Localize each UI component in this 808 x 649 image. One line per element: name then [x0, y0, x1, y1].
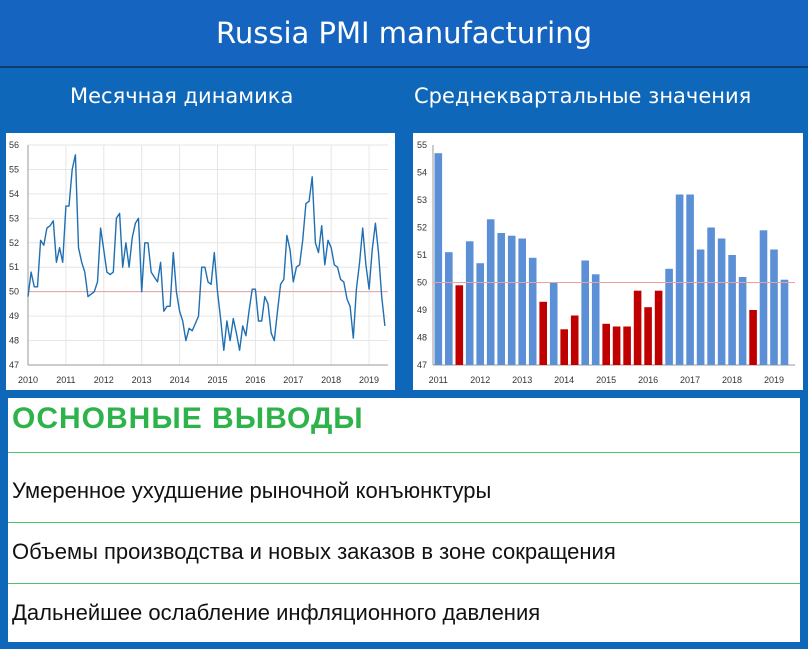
- x-tick-label: 2018: [321, 375, 341, 385]
- x-tick-label: 2018: [722, 375, 742, 385]
- bar: [507, 235, 516, 365]
- bar: [759, 230, 768, 365]
- x-tick-label: 2011: [429, 375, 448, 385]
- bar: [602, 323, 610, 366]
- monthly-line-chart: 47 48 49 50 51 52 53 54 55 56 2010 2011 2012 2013 2014…: [9, 140, 388, 385]
- conclusion-item: Умеренное ухудшение рыночной конъюнктуры: [12, 478, 492, 503]
- y-tick-label: 48: [9, 336, 19, 346]
- y-tick-label: 55: [417, 140, 427, 150]
- quarterly-chart-panel: 47 48 49 50 51 52 53 54 55 2011 2012 2013 2014 2015 20…: [413, 133, 803, 390]
- conclusion-item: Дальнейшее ослабление инфляционного давл…: [12, 600, 541, 625]
- divider: [8, 583, 800, 584]
- bar: [528, 257, 537, 365]
- bar: [665, 268, 673, 366]
- conclusions-panel: ОСНОВНЫЕ ВЫВОДЫ Умеренное ухудшение рыно…: [8, 398, 800, 642]
- bar: [486, 219, 495, 365]
- y-tick-label: 54: [417, 168, 427, 178]
- y-tick-label: 47: [9, 360, 19, 370]
- bar: [780, 279, 789, 365]
- chart-title: Russia PMI manufacturing: [0, 0, 808, 66]
- x-tick-label: 2014: [170, 375, 190, 385]
- bar: [518, 238, 526, 365]
- x-tick-label: 2011: [56, 375, 75, 385]
- bar: [591, 274, 600, 365]
- series-line: [27, 154, 386, 352]
- x-tick-label: 2014: [554, 375, 574, 385]
- bar: [570, 315, 579, 365]
- y-tick-label: 50: [9, 287, 19, 297]
- bar: [623, 326, 631, 365]
- y-tick-label: 53: [9, 213, 19, 223]
- bar: [476, 263, 484, 365]
- x-tick-label: 2019: [359, 375, 379, 385]
- bar: [581, 260, 589, 365]
- x-tick-label: 2019: [764, 375, 784, 385]
- bar: [465, 241, 474, 366]
- y-tick-label: 50: [417, 278, 427, 288]
- bar: [633, 290, 642, 365]
- x-tick-label: 2012: [94, 375, 114, 385]
- bar: [644, 307, 652, 365]
- y-tick-label: 51: [417, 250, 427, 260]
- bar: [749, 310, 757, 365]
- bar: [497, 233, 505, 365]
- bar: [717, 238, 726, 365]
- monthly-chart-panel: 47 48 49 50 51 52 53 54 55 56 2010 2011 2012 2013 2014…: [6, 133, 395, 390]
- bar: [549, 282, 558, 365]
- divider: [8, 452, 800, 453]
- y-tick-label: 47: [417, 360, 427, 370]
- y-tick-label: 54: [9, 189, 19, 199]
- quarterly-bar-chart: 47 48 49 50 51 52 53 54 55 2011 2012 2013 2014 2015 20…: [417, 140, 795, 385]
- title-divider: [0, 66, 808, 68]
- y-tick-label: 48: [417, 333, 427, 343]
- bar: [560, 329, 568, 365]
- x-tick-label: 2013: [512, 375, 532, 385]
- bar: [675, 194, 684, 365]
- bar: [707, 227, 715, 365]
- bar: [686, 194, 694, 365]
- bar: [539, 301, 547, 365]
- divider: [8, 522, 800, 523]
- x-tick-label: 2012: [470, 375, 490, 385]
- y-tick-label: 56: [9, 140, 19, 150]
- x-tick-label: 2017: [680, 375, 700, 385]
- x-tick-label: 2016: [245, 375, 265, 385]
- x-tick-label: 2016: [638, 375, 658, 385]
- y-tick-label: 53: [417, 195, 427, 205]
- bar: [728, 255, 736, 365]
- bar: [738, 277, 747, 365]
- y-tick-label: 55: [9, 164, 19, 174]
- bar: [445, 252, 453, 365]
- x-tick-label: 2017: [283, 375, 303, 385]
- subtitle-quarterly: Среднеквартальные значения: [414, 84, 752, 108]
- y-tick-label: 52: [9, 238, 19, 248]
- conclusion-item: Объемы производства и новых заказов в зо…: [12, 539, 616, 564]
- y-tick-label: 49: [9, 311, 19, 321]
- y-tick-label: 49: [417, 305, 427, 315]
- bar: [434, 153, 443, 365]
- x-tick-label: 2015: [207, 375, 227, 385]
- x-tick-label: 2013: [132, 375, 152, 385]
- bar: [455, 285, 464, 365]
- y-tick-label: 51: [9, 262, 19, 272]
- x-tick-label: 2010: [18, 375, 38, 385]
- bar: [770, 249, 778, 365]
- bar: [612, 326, 621, 365]
- y-tick-label: 52: [417, 223, 427, 233]
- x-tick-label: 2015: [596, 375, 616, 385]
- bar: [696, 249, 705, 365]
- bar: [654, 290, 663, 365]
- subtitle-monthly: Месячная динамика: [70, 84, 294, 108]
- conclusions-title: ОСНОВНЫЕ ВЫВОДЫ: [12, 402, 364, 435]
